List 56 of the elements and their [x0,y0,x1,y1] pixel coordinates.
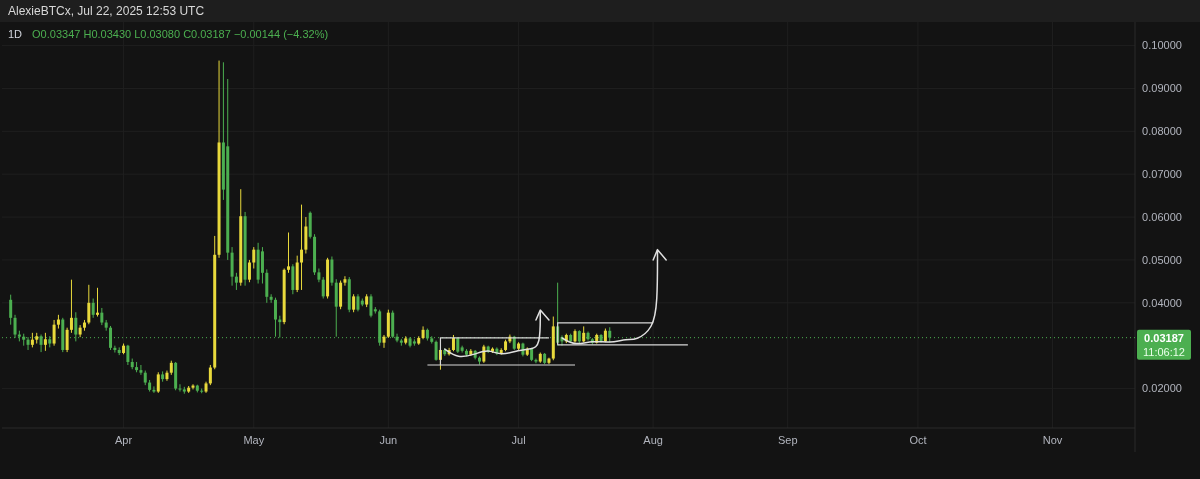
candlestick [482,344,486,364]
candlestick [330,256,334,287]
candlestick [287,232,291,274]
y-tick-label: 0.04000 [1142,296,1182,309]
candlestick [96,287,99,318]
text: AlexieBTCx, Jul 22, 2025 12:53 UTC [8,4,205,18]
x-tick-label: Jun [379,434,398,446]
candlestick [352,293,356,313]
y-tick-label: 0.07000 [1142,168,1182,181]
y-tick-label: 0.05000 [1142,253,1182,266]
candlestick [156,371,160,394]
candlestick [273,297,277,338]
candlestick [382,334,386,349]
candlestick [69,279,73,334]
candlestick [260,246,264,285]
candlestick [178,383,182,393]
candlestick [109,325,113,351]
y-tick-label: 0.02000 [1142,382,1182,395]
x-tick-label: Apr [114,434,133,446]
text: 11:06:12 [1142,345,1186,358]
candlestick [91,298,95,319]
x-tick-label: May [243,434,265,446]
text: 1D [8,28,23,40]
candlestick [113,345,117,354]
x-tick-label: Oct [909,434,927,446]
candlestick [208,364,212,386]
y-tick-label: 0.09000 [1142,82,1182,95]
x-tick-label: Jul [511,434,526,446]
candlestick [52,319,56,347]
ref-line-label: 0.03187 [1144,331,1184,344]
candlestick [65,327,69,353]
candlestick [139,364,143,376]
candlestick [13,314,17,339]
candlestick [247,259,251,283]
candlestick [152,385,156,394]
candlestick [43,332,47,352]
y-tick-label: 0.08000 [1142,125,1182,138]
candlestick [343,275,347,287]
candlestick [9,294,13,326]
x-tick-label: Aug [643,434,663,446]
candlestick [191,383,195,390]
candlestick [126,344,130,366]
y-tick-label: 0.10000 [1142,39,1182,52]
candlestick [269,293,273,304]
text: O0.03347 H0.03430 L0.03080 C0.03187 −0.00144 (−4.32%) [32,28,329,40]
x-tick-label: Sep [777,434,798,446]
candlestick [291,263,295,295]
candlestick [321,276,325,300]
candlestick [87,284,91,325]
y-tick-label: 0.06000 [1142,210,1182,223]
candlestick [434,340,438,362]
candlestick [369,293,373,318]
x-tick-label: Nov [1042,434,1063,446]
candlestick [304,216,308,255]
candlestick [300,204,304,291]
candlestick [252,246,256,270]
